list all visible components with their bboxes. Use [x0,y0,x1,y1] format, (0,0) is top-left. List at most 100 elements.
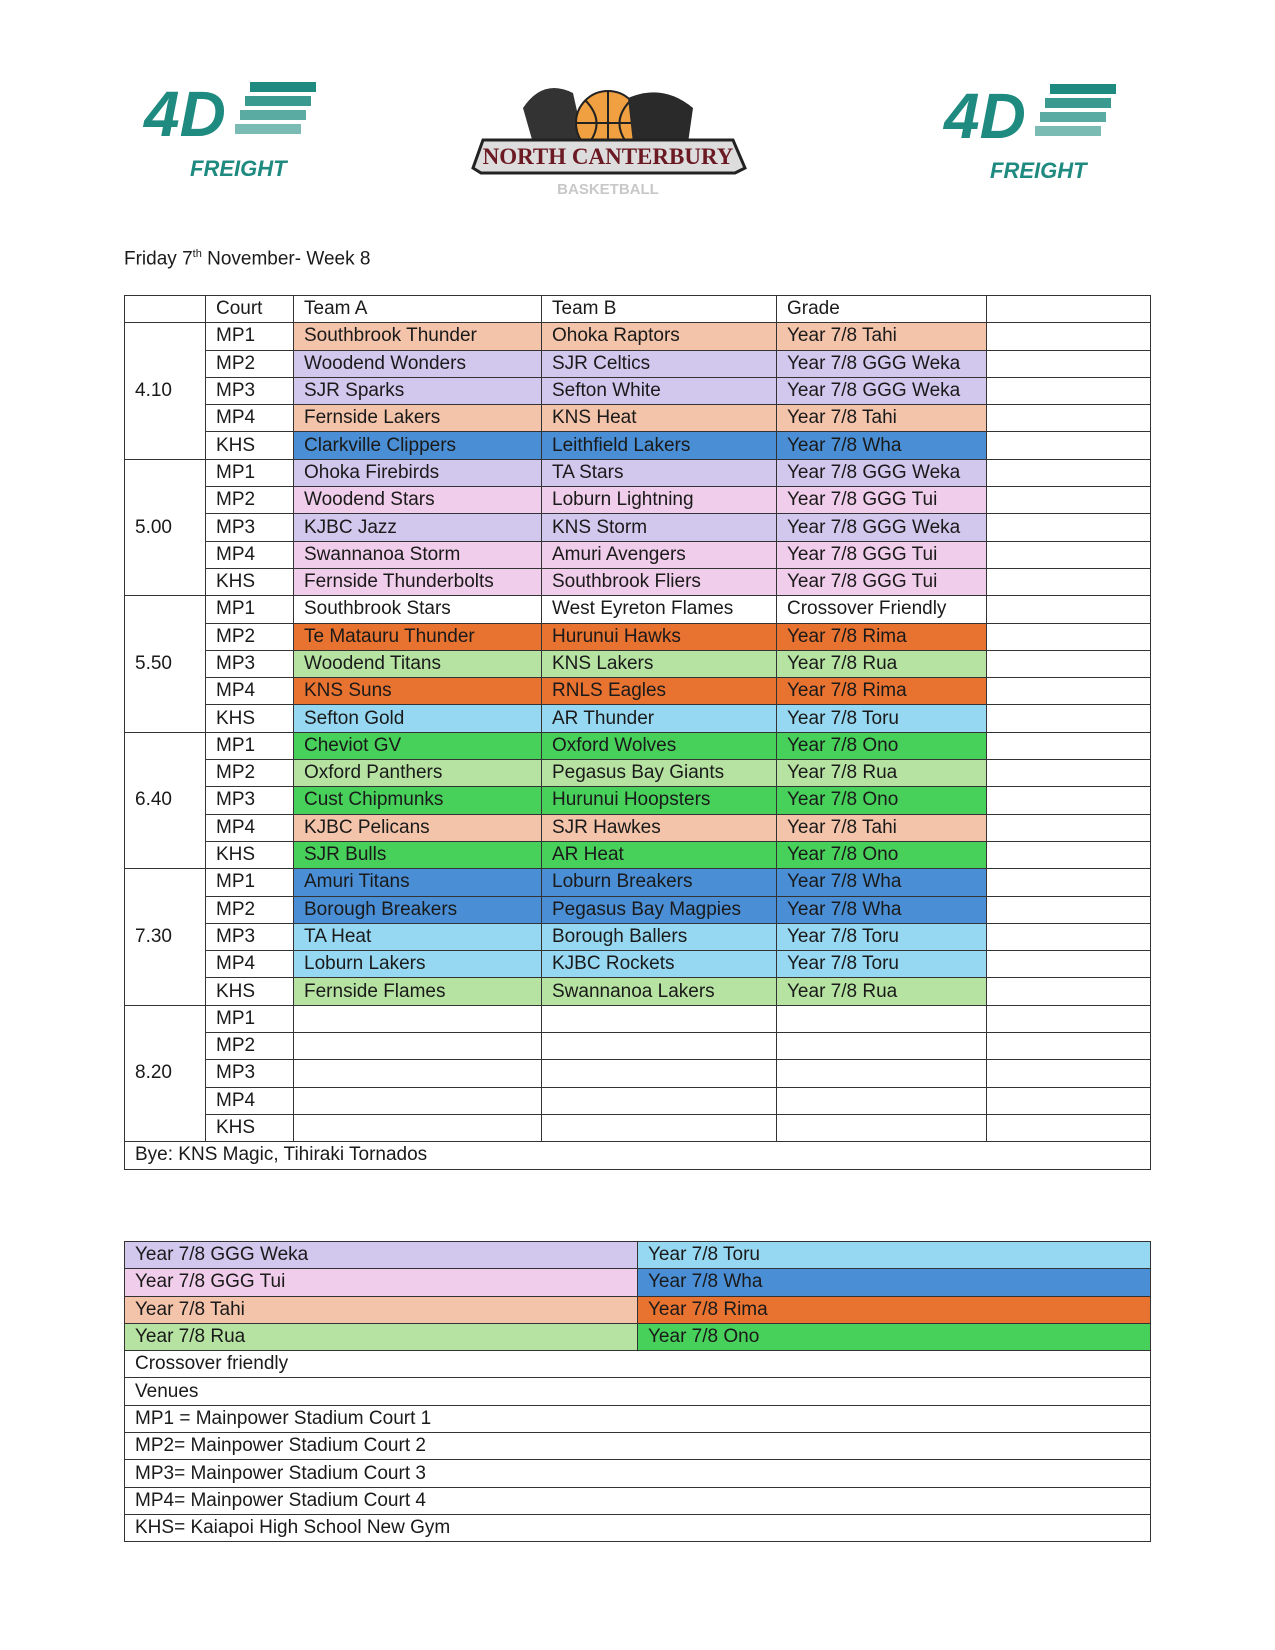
title-rest: November- Week 8 [201,248,371,270]
grade-cell: Year 7/8 GGG Tui [776,567,987,597]
grade-cell [776,1032,987,1061]
empty-cell [986,868,1151,897]
team-a-cell: Clarkville Clippers [293,431,542,460]
table-row: MP3 TA Heat Borough Ballers Year 7/8 Toru [125,922,1151,952]
team-b-cell: KNS Lakers [541,649,777,679]
legend-note-cell: KHS= Kaiapoi High School New Gym [124,1513,1151,1543]
empty-cell [986,1086,1151,1115]
grade-cell: Year 7/8 Rima [776,622,987,651]
table-row: 5.50 MP1 Southbrook Stars West Eyreton Flam… [124,595,1151,733]
legend-note-cell: MP2= Mainpower Stadium Court 2 [124,1432,1151,1461]
grade-cell: Year 7/8 Ono [776,731,987,761]
grade-cell: Year 7/8 GGG Tui [776,486,987,515]
team-a-cell: Ohoka Firebirds [293,458,542,488]
court-cell: MP4 [205,677,294,706]
team-a-cell: TA Heat [293,922,542,952]
court-cell: MP3 [205,1059,294,1088]
legend-grade-cell: Year 7/8 Wha [637,1268,1151,1297]
legend-note-row: MP3= Mainpower Stadium Court 3 [124,1459,1151,1488]
empty-cell [986,622,1151,651]
column-header [124,294,206,324]
team-a-cell: Woodend Wonders [293,349,542,378]
court-cell: MP3 [205,786,294,815]
empty-cell [986,950,1151,979]
team-a-cell: Woodend Stars [293,486,542,515]
team-b-cell: RNLS Eagles [541,677,777,706]
team-a-cell: KJBC Jazz [293,513,542,542]
legend-grade-cell: Year 7/8 Tahi [124,1295,638,1324]
empty-cell [986,1032,1151,1061]
table-row: KHS SJR Bulls AR Heat Year 7/8 Ono [125,840,1151,870]
team-b-cell: SJR Hawkes [541,813,777,842]
court-cell: MP4 [205,540,294,569]
sponsor-logo-right: 4D FREIGHT [942,80,1116,183]
empty-cell [986,1059,1151,1088]
grade-cell: Year 7/8 GGG Weka [776,376,987,406]
empty-cell [986,649,1151,679]
time-cell: 7.30 [124,868,206,1006]
table-row: 4.10 MP1 Southbrook Thunder Ohoka Raptors Ye… [124,322,1151,460]
court-cell: KHS [205,431,294,460]
team-a-cell [293,1086,542,1115]
team-b-cell: Hurunui Hawks [541,622,777,651]
table-row: MP4 Fernside Lakers KNS Heat Year 7/8 Tahi [125,404,1151,433]
team-a-cell [293,1032,542,1061]
sponsor-logo-mark: 4D [942,80,1026,152]
team-b-cell [541,1032,777,1061]
legend-note-cell: MP4= Mainpower Stadium Court 4 [124,1486,1151,1515]
court-cell: MP2 [205,349,294,378]
team-b-cell: Loburn Lightning [541,486,777,515]
court-cell: MP1 [205,731,294,761]
grade-cell: Year 7/8 Toru [776,704,987,733]
table-row: MP2 [125,1032,1151,1061]
grade-cell: Year 7/8 Toru [776,922,987,952]
team-a-cell: Woodend Titans [293,649,542,679]
team-a-cell [293,1004,542,1034]
grade-cell: Crossover Friendly [776,595,987,624]
team-b-cell [541,1059,777,1088]
legend-note-row: KHS= Kaiapoi High School New Gym [124,1513,1151,1543]
table-row: MP3 Woodend Titans KNS Lakers Year 7/8 Rua [125,649,1151,679]
team-b-cell: Loburn Breakers [541,868,777,897]
court-cell: MP1 [205,868,294,897]
court-cell: MP1 [205,595,294,624]
column-header: Court [205,294,294,324]
table-row: MP4 KNS Suns RNLS Eagles Year 7/8 Rima [125,677,1151,706]
team-a-cell: Cust Chipmunks [293,786,542,815]
team-b-cell: KNS Storm [541,513,777,542]
empty-cell [986,322,1151,351]
court-cell: MP2 [205,622,294,651]
team-b-cell: TA Stars [541,458,777,488]
grade-cell: Year 7/8 Rima [776,677,987,706]
title-ordinal: th [192,248,202,260]
empty-cell [986,840,1151,870]
title-day: Friday 7 [124,248,193,270]
team-b-cell: Southbrook Fliers [541,567,777,597]
team-b-cell: KJBC Rockets [541,950,777,979]
team-b-cell: Pegasus Bay Giants [541,759,777,788]
court-cell: MP1 [205,322,294,351]
table-row: MP4 KJBC Pelicans SJR Hawkes Year 7/8 Tahi [125,813,1151,842]
grade-cell: Year 7/8 Ono [776,840,987,870]
empty-cell [986,349,1151,378]
table-row: KHS Fernside Flames Swannanoa Lakers Year 7… [125,977,1151,1006]
empty-cell [986,977,1151,1006]
table-row: MP2 Woodend Stars Loburn Lightning Year 7/8… [125,486,1151,515]
empty-cell [986,376,1151,406]
legend-note-row: MP1 = Mainpower Stadium Court 1 [124,1404,1151,1434]
legend-grade-cell: Year 7/8 Toru [637,1240,1151,1270]
table-row: MP4 Swannanoa Storm Amuri Avengers Year 7/8… [125,540,1151,569]
court-cell: MP3 [205,649,294,679]
legend-grade-cell: Year 7/8 Ono [637,1322,1151,1352]
team-b-cell: Leithfield Lakers [541,431,777,460]
column-header: Team A [293,294,542,324]
table-row: KHS Fernside Thunderbolts Southbrook Flier… [125,567,1151,597]
grade-cell: Year 7/8 Rua [776,977,987,1006]
court-cell: MP3 [205,513,294,542]
time-cell: 8.20 [124,1004,206,1143]
team-b-cell: Oxford Wolves [541,731,777,761]
table-row: KHS [125,1113,1151,1143]
legend-note-cell: Venues [124,1377,1151,1406]
court-cell: KHS [205,704,294,733]
team-a-cell: KNS Suns [293,677,542,706]
